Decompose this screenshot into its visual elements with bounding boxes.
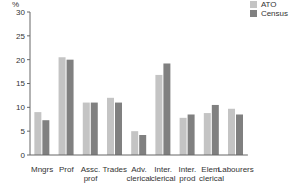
svg-text:Inter.clerical: Inter.clerical xyxy=(151,165,176,183)
svg-text:Inter.prod: Inter.prod xyxy=(178,165,196,183)
svg-text:Assc.prof: Assc.prof xyxy=(81,165,101,183)
svg-text:5: 5 xyxy=(21,127,26,136)
svg-text:Adv.clerical: Adv.clerical xyxy=(126,165,151,183)
html-text:Elem.: Elem. xyxy=(201,165,222,174)
svg-text:0: 0 xyxy=(21,151,26,160)
svg-text:Trades: Trades xyxy=(102,165,127,174)
html-text:Census: Census xyxy=(260,9,288,18)
svg-text:20: 20 xyxy=(16,56,25,65)
html-text:clerical: clerical xyxy=(199,174,224,183)
svg-text:Prof: Prof xyxy=(59,165,74,174)
svg-text:Mngrs: Mngrs xyxy=(31,165,53,174)
svg-text:25: 25 xyxy=(16,32,25,41)
svg-text:15: 15 xyxy=(16,79,25,88)
svg-text:Labourers: Labourers xyxy=(218,165,254,174)
svg-text:30: 30 xyxy=(16,8,25,17)
svg-text:10: 10 xyxy=(16,103,25,112)
html-text:ATO: ATO xyxy=(260,0,277,9)
